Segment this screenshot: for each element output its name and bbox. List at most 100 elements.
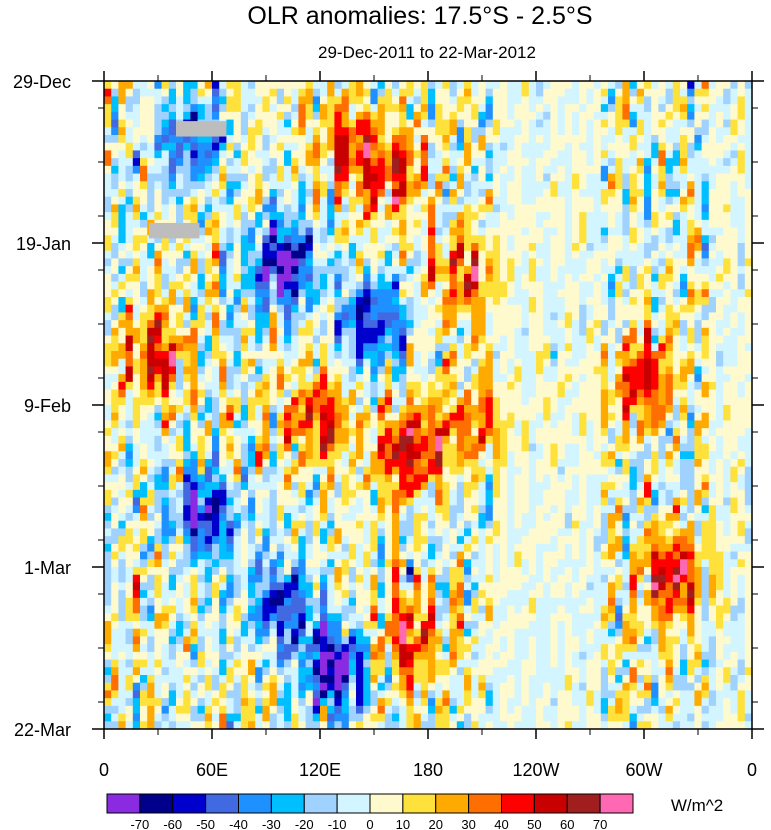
heat-cell xyxy=(125,374,134,383)
heat-cell xyxy=(608,88,616,98)
heat-cell xyxy=(176,304,184,314)
heat-cell xyxy=(593,173,602,182)
heat-cell xyxy=(514,127,523,136)
heat-cell xyxy=(233,358,242,368)
heat-cell xyxy=(341,405,350,414)
heat-cell xyxy=(557,165,566,175)
heat-cell xyxy=(593,327,602,337)
heat-cell xyxy=(255,466,263,476)
heat-cell xyxy=(636,196,645,206)
heat-cell xyxy=(507,165,515,175)
heat-cell xyxy=(312,351,321,360)
heat-cell xyxy=(370,358,379,368)
heat-cell xyxy=(204,366,213,375)
heat-cell xyxy=(564,165,573,175)
heat-cell xyxy=(312,358,321,368)
heat-cell xyxy=(363,266,371,275)
heat-cell xyxy=(435,327,443,337)
heat-cell xyxy=(485,312,494,321)
heat-cell xyxy=(708,111,717,121)
heat-cell xyxy=(370,181,379,190)
heat-cell xyxy=(233,420,242,429)
heat-cell xyxy=(744,273,753,283)
heat-cell xyxy=(219,111,227,121)
heat-cell xyxy=(219,212,227,221)
heat-cell xyxy=(161,297,170,306)
heat-cell xyxy=(629,142,638,152)
heat-cell xyxy=(104,351,112,360)
heat-cell xyxy=(183,443,191,452)
heat-cell xyxy=(665,281,674,290)
heat-cell xyxy=(680,412,688,422)
heat-cell xyxy=(680,196,688,206)
heat-cell xyxy=(521,258,530,267)
heat-cell xyxy=(600,489,609,499)
heat-cell xyxy=(557,474,566,483)
heat-cell xyxy=(658,119,667,128)
heat-cell xyxy=(118,119,127,128)
heat-cell xyxy=(651,111,659,121)
heat-cell xyxy=(608,258,616,267)
heat-cell xyxy=(449,111,458,121)
heat-cell xyxy=(104,489,112,499)
heat-cell xyxy=(492,181,501,190)
heat-cell xyxy=(147,281,155,290)
heat-cell xyxy=(464,212,472,221)
heat-cell xyxy=(485,435,494,445)
heat-cell xyxy=(219,227,227,236)
heat-cell xyxy=(212,158,220,167)
heat-cell xyxy=(399,273,407,283)
heat-cell xyxy=(687,273,695,283)
heat-cell xyxy=(564,243,573,252)
heat-cell xyxy=(363,482,371,491)
heat-cell xyxy=(168,335,177,344)
heat-cell xyxy=(413,196,422,206)
heat-cell xyxy=(723,127,731,136)
heat-cell xyxy=(528,405,537,414)
heat-cell xyxy=(183,389,191,398)
heat-cell xyxy=(550,181,559,190)
heat-cell xyxy=(521,204,530,213)
heat-cell xyxy=(132,420,141,429)
heat-cell xyxy=(500,443,508,452)
heat-cell xyxy=(579,289,587,298)
heat-cell xyxy=(442,96,451,105)
heat-cell xyxy=(132,165,141,175)
heat-cell xyxy=(442,297,451,306)
heat-cell xyxy=(572,459,580,468)
heat-cell xyxy=(658,297,667,306)
heat-cell xyxy=(500,88,508,98)
heat-cell xyxy=(255,273,263,283)
heat-cell xyxy=(183,250,191,260)
heat-cell xyxy=(608,281,616,290)
heat-cell xyxy=(276,173,285,182)
heat-cell xyxy=(161,258,170,267)
heat-cell xyxy=(399,343,407,352)
heat-cell xyxy=(557,196,566,206)
heat-cell xyxy=(420,304,429,314)
heat-cell xyxy=(629,258,638,267)
heat-cell xyxy=(370,266,379,275)
heat-cell xyxy=(240,374,249,383)
heat-cell xyxy=(644,343,652,352)
heat-cell xyxy=(312,374,321,383)
heat-cell xyxy=(147,343,155,352)
heat-cell xyxy=(104,181,112,190)
heat-cell xyxy=(572,243,580,252)
heat-cell xyxy=(132,104,141,113)
heat-cell xyxy=(464,474,472,483)
heat-cell xyxy=(636,343,645,352)
heat-cell xyxy=(255,389,263,398)
heat-cell xyxy=(456,135,465,144)
heat-cell xyxy=(298,158,307,167)
heat-cell xyxy=(442,219,451,229)
heat-cell xyxy=(521,428,530,437)
heat-cell xyxy=(694,297,703,306)
heat-cell xyxy=(456,358,465,368)
heat-cell xyxy=(449,289,458,298)
heat-cell xyxy=(298,374,307,383)
heat-cell xyxy=(276,158,285,167)
heat-cell xyxy=(140,343,148,352)
heat-cell xyxy=(464,266,472,275)
heat-cell xyxy=(550,235,559,244)
